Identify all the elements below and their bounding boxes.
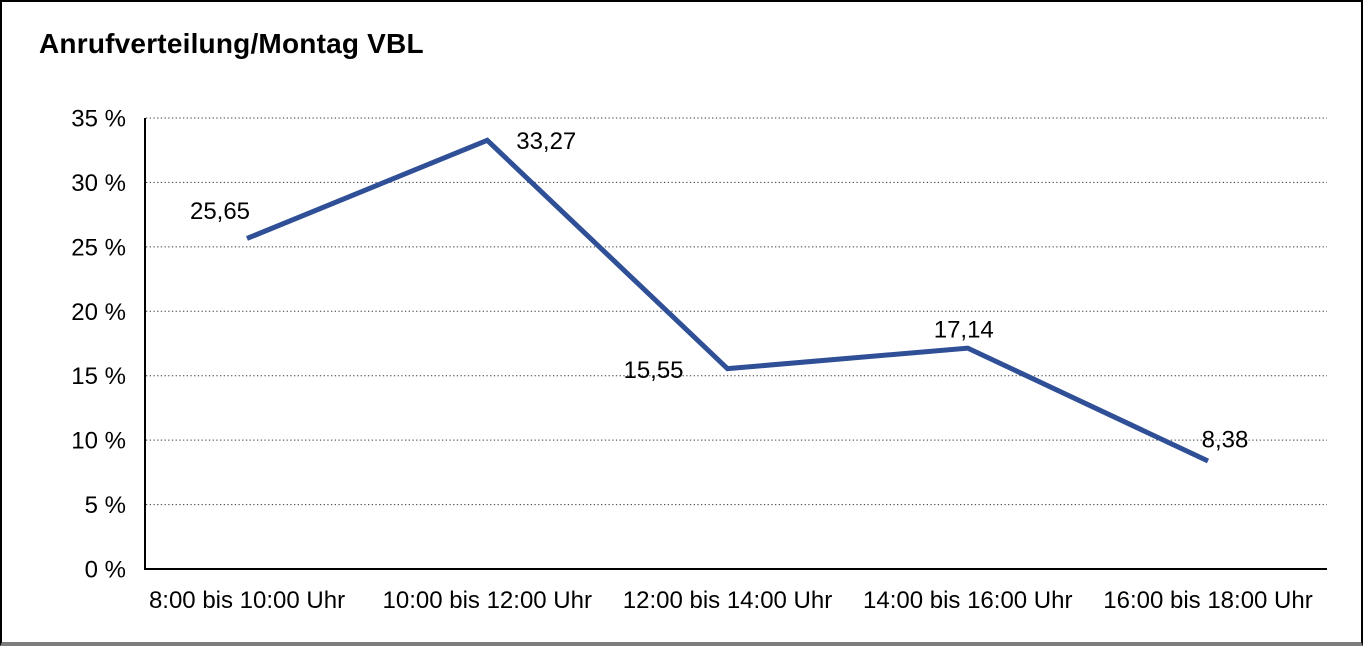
chart-title: Anrufverteilung/Montag VBL	[39, 28, 424, 59]
y-axis-tick-label: 25 %	[71, 234, 126, 261]
y-axis-tick-label: 0 %	[85, 557, 126, 584]
data-point-label: 17,14	[934, 317, 994, 344]
y-axis-tick-label: 15 %	[71, 363, 126, 390]
data-series-line	[246, 137, 1210, 464]
y-axis-tick-label: 10 %	[71, 428, 126, 455]
data-point-label: 25,65	[190, 198, 250, 225]
x-axis-tick-label: 8:00 bis 10:00 Uhr	[149, 587, 345, 614]
y-axis-tick-label: 35 %	[71, 106, 126, 133]
x-axis-tick-label: 16:00 bis 18:00 Uhr	[1103, 587, 1312, 614]
data-point-label: 8,38	[1202, 427, 1249, 454]
y-axis-tick-label: 30 %	[71, 170, 126, 197]
x-axis-tick-label: 10:00 bis 12:00 Uhr	[383, 587, 592, 614]
y-axis-tick-label: 5 %	[85, 492, 126, 519]
x-axis-tick-label: 14:00 bis 16:00 Uhr	[863, 587, 1072, 614]
x-axis-tick-label: 12:00 bis 14:00 Uhr	[623, 587, 832, 614]
y-axis-tick-label: 20 %	[71, 299, 126, 326]
data-point-label: 15,55	[623, 357, 683, 384]
data-point-label: 33,27	[516, 128, 576, 155]
